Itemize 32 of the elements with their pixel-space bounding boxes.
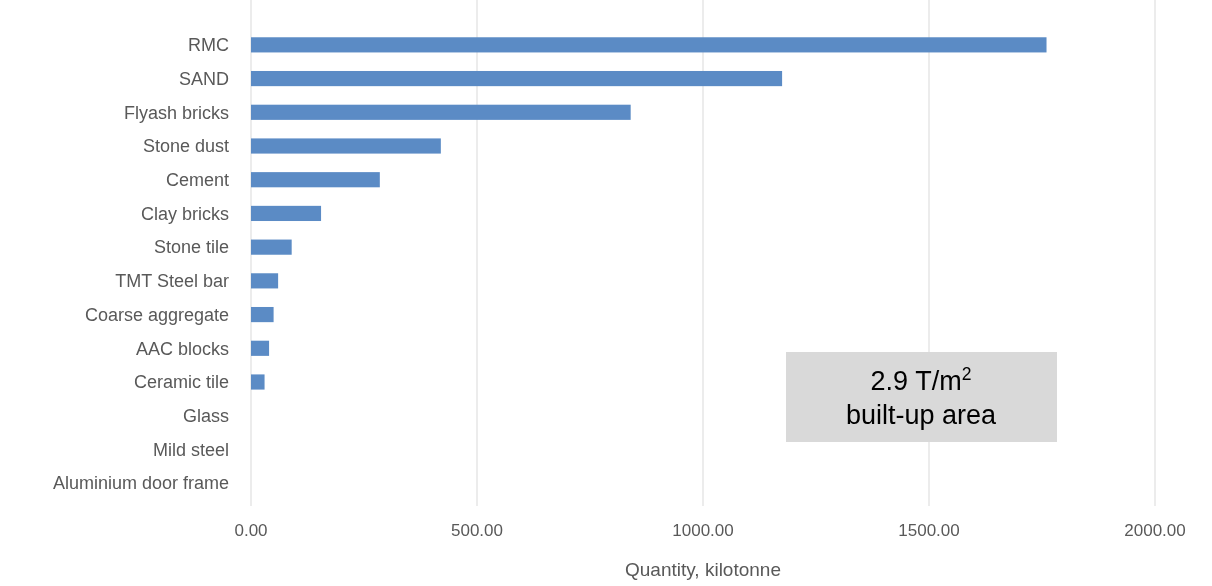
x-tick-label: 2000.00: [1124, 521, 1186, 540]
x-axis-title: Quantity, kilotonne: [625, 559, 781, 580]
bar: [251, 205, 322, 222]
x-tick-label: 0.00: [234, 521, 268, 540]
y-tick-label: Clay bricks: [140, 203, 229, 224]
bar: [251, 239, 292, 255]
x-tick-label: 500.00: [451, 521, 503, 540]
x-tick-label: 1500.00: [898, 521, 960, 540]
y-tick-label: TMT Steel bar: [115, 271, 229, 292]
y-tick-label: RMC: [188, 35, 229, 56]
bar: [251, 340, 270, 356]
y-tick-label: Glass: [182, 406, 229, 427]
y-tick-label: Stone tile: [153, 237, 229, 258]
x-tick-label: 1000.00: [672, 521, 734, 540]
bar: [251, 138, 441, 154]
bar: [251, 306, 274, 323]
y-tick-label: Stone dust: [142, 136, 229, 157]
bar: [251, 70, 783, 87]
y-tick-label: Ceramic tile: [133, 372, 229, 393]
bar: [251, 273, 279, 289]
y-tick-label: Flyash bricks: [123, 102, 229, 123]
bar: [251, 172, 380, 188]
y-tick-label: Coarse aggregate: [84, 304, 229, 325]
bar: [251, 37, 1047, 53]
y-tick-label: AAC blocks: [135, 338, 229, 359]
y-tick-label: Mild steel: [152, 439, 229, 460]
bar: [251, 104, 631, 120]
y-tick-label: Cement: [165, 170, 229, 191]
y-tick-label: Aluminium door frame: [52, 473, 229, 494]
annotation: 2.9 T/m$^{2}$ built-up area: [845, 364, 998, 431]
y-tick-label: SAND: [178, 68, 229, 89]
bar: [251, 374, 265, 390]
